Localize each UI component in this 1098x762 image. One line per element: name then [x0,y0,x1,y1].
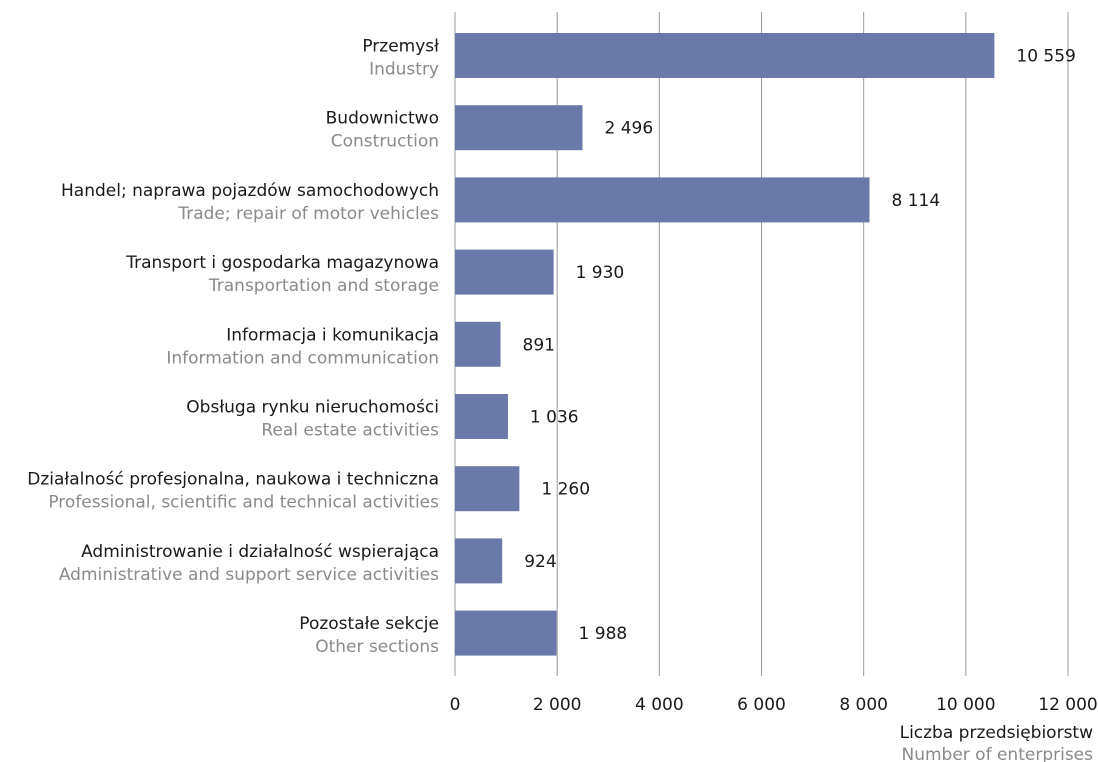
x-tick-label: 0 [450,695,461,715]
data-label: 1 930 [576,263,625,283]
x-axis-label-english: Number of enterprises [901,745,1093,762]
category-label-english: Professional, scientific and technical a… [48,493,439,513]
category-label-english: Trade; repair of motor vehicles [177,204,439,224]
x-tick-labels: 0 2 000 4 000 6 000 8 000 10 000 12 000 [450,695,1098,715]
category-label-english: Administrative and support service activ… [59,565,439,585]
category-label: Informacja i komunikacja [226,325,439,345]
data-label: 8 114 [891,191,940,211]
category-label: Administrowanie i działalność wspierając… [81,542,439,562]
data-label: 1 036 [530,408,579,428]
bar [455,394,508,439]
category-label-english: Other sections [315,637,439,657]
x-tick-label: 2 000 [533,695,582,715]
data-label: 891 [523,335,555,355]
x-axis-label: Liczba przedsiębiorstw [900,723,1093,743]
bar [455,538,503,584]
x-tick-label: 4 000 [635,695,684,715]
category-label: Handel; naprawa pojazdów samochodowych [61,181,439,201]
data-label: 2 496 [605,119,654,139]
data-label: 1 988 [579,624,628,644]
category-label: Przemysł [362,37,439,57]
bar [455,177,870,223]
category-label: Transport i gospodarka magazynowa [125,253,439,273]
category-label-english: Information and communication [166,348,439,368]
data-label: 924 [524,552,556,572]
bar [455,466,520,512]
category-label: Działalność profesjonalna, naukowa i tec… [27,470,439,490]
bar [455,249,554,295]
x-tick-label: 10 000 [936,695,995,715]
bar [455,33,995,78]
x-tick-label: 6 000 [737,695,786,715]
data-label: 1 260 [541,480,590,500]
data-label: 10 559 [1016,47,1075,67]
x-tick-label: 8 000 [839,695,888,715]
value-labels: 10 559 2 496 8 114 1 930 891 1 036 1 260 924 1 9… [523,47,1076,645]
category-label: Budownictwo [326,109,439,129]
category-label: Obsługa rynku nieruchomości [186,398,439,418]
category-label: Pozostałe sekcje [299,614,439,634]
bars [455,33,995,656]
bar [455,610,557,656]
category-label-english: Transportation and storage [208,276,439,296]
category-label-english: Construction [331,132,439,152]
bar [455,321,501,367]
category-label-english: Industry [369,60,439,80]
bar [455,105,583,151]
x-tick-label: 12 000 [1038,695,1097,715]
category-labels: Przemysł Industry Budownictwo Construction H… [27,37,439,658]
category-label-english: Real estate activities [261,421,439,441]
